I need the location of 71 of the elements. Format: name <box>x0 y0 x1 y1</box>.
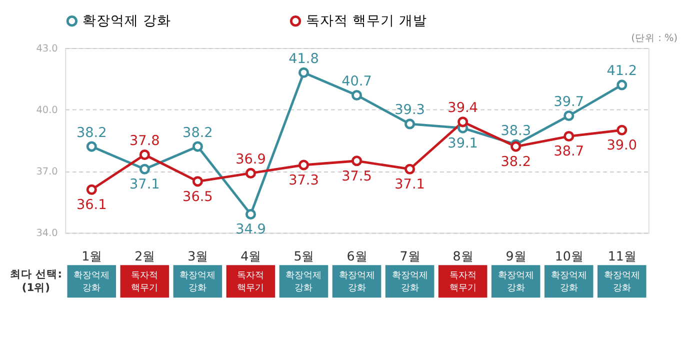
data-label: 36.5 <box>182 188 213 205</box>
x-tick-label: 10월 <box>554 248 584 264</box>
data-label: 39.1 <box>448 136 478 152</box>
x-tick-label: 2월 <box>134 248 156 264</box>
point <box>564 110 574 122</box>
point <box>245 208 256 220</box>
text: 독자적 핵무기 <box>237 270 264 294</box>
legend-label: 독자적 핵무기 개발 <box>306 12 427 29</box>
data-label: 38.2 <box>182 124 213 141</box>
y-tick-label: 34.0 <box>36 228 58 240</box>
text: 확장억제 강화 <box>604 270 640 294</box>
point <box>564 131 574 142</box>
x-tick-label: 5월 <box>294 248 315 264</box>
y-tick-label: 43.0 <box>36 43 58 54</box>
point <box>139 149 150 160</box>
point <box>404 164 416 174</box>
point <box>192 176 203 187</box>
point <box>192 141 203 152</box>
data-label: 37.5 <box>342 168 372 184</box>
x-tick-label: 11월 <box>608 248 637 264</box>
data-label: 37.1 <box>130 176 160 193</box>
data-label: 36.1 <box>76 197 107 214</box>
data-label: 39.3 <box>394 102 425 118</box>
x-tick-label: 1월 <box>82 248 103 264</box>
data-label: 38.3 <box>500 122 531 139</box>
text: 확장억제 강화 <box>392 270 428 294</box>
text: 확장억제 강화 <box>74 270 110 294</box>
data-label: 40.7 <box>342 74 372 90</box>
text: 독자적 핵무기 <box>131 270 158 294</box>
point <box>404 118 416 130</box>
x-tick-label: 3월 <box>188 248 209 264</box>
text: 확장억제 강화 <box>180 270 216 294</box>
data-label: 39.7 <box>554 94 584 110</box>
text: 확장억제 강화 <box>550 270 587 294</box>
point <box>616 80 628 90</box>
data-label: 39.4 <box>448 100 478 116</box>
data-label: 41.8 <box>288 50 319 67</box>
data-label: 38.2 <box>500 154 531 170</box>
text: 확장억제 강화 <box>498 270 534 294</box>
data-label: 34.9 <box>236 222 266 238</box>
point <box>616 124 628 136</box>
text: 최다 선택: (1위) <box>10 267 62 294</box>
text: 독자적 핵무기 <box>449 270 476 294</box>
data-label: 37.8 <box>130 133 160 150</box>
x-tick-label: 4월 <box>240 248 262 264</box>
point <box>458 116 468 128</box>
data-label: 38.2 <box>76 124 107 141</box>
x-tick-label: 9월 <box>506 248 527 264</box>
text: (단위 : %) <box>631 33 678 44</box>
point <box>86 141 97 152</box>
point <box>298 160 310 170</box>
y-tick-label: 40.0 <box>36 104 58 116</box>
point <box>351 90 362 100</box>
data-label: 37.1 <box>394 176 425 193</box>
point <box>298 67 310 78</box>
data-label: 39.0 <box>606 138 638 154</box>
x-tick-label: 6월 <box>346 248 368 264</box>
point <box>245 168 256 178</box>
data-label: 38.7 <box>554 144 584 160</box>
data-label: 41.2 <box>606 63 638 80</box>
x-tick-label: 8월 <box>452 248 474 264</box>
x-tick-label: 7월 <box>400 248 421 264</box>
text: 확장억제 강화 <box>338 270 375 294</box>
legend-label: 확장억제 강화 <box>82 12 171 29</box>
point <box>351 156 362 166</box>
point <box>86 184 97 195</box>
y-tick-label: 37.0 <box>36 166 58 178</box>
point <box>139 164 150 174</box>
text: 확장억제 강화 <box>286 270 322 294</box>
data-label: 37.3 <box>288 172 319 188</box>
data-label: 36.9 <box>236 151 266 168</box>
